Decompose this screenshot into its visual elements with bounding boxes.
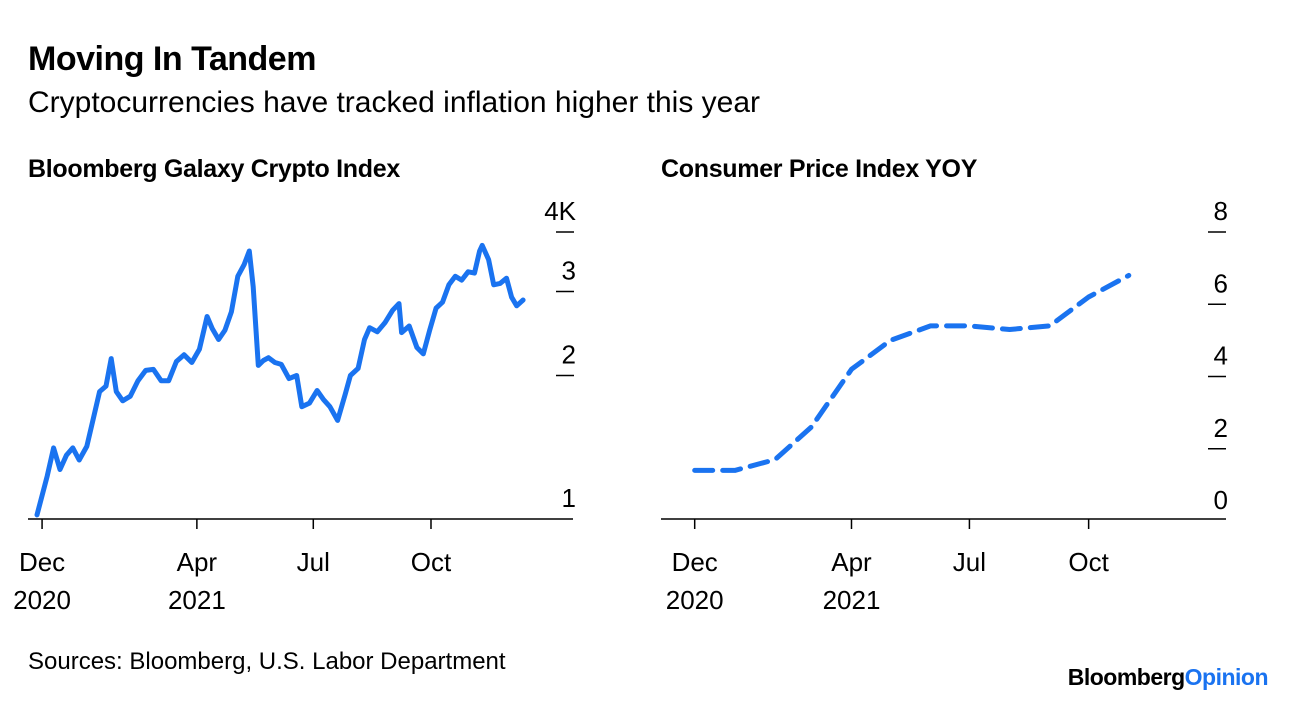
- x-tick-label: Oct: [1068, 547, 1109, 577]
- sources-note: Sources: Bloomberg, U.S. Labor Departmen…: [28, 648, 506, 675]
- x-tick-label: Oct: [411, 547, 452, 577]
- chart-title: Moving In Tandem: [28, 40, 316, 78]
- chart-subtitle: Cryptocurrencies have tracked inflation …: [28, 86, 761, 119]
- x-tick-label: Apr: [177, 547, 218, 577]
- y-tick-label: 2: [1214, 413, 1228, 443]
- x-tick-label: Jul: [297, 547, 330, 577]
- x-tick-label: Jul: [953, 547, 986, 577]
- x-tick-label: 2021: [168, 585, 226, 615]
- y-tick-label: 8: [1214, 196, 1228, 226]
- x-tick-label: Dec: [19, 547, 65, 577]
- brand-bloomberg: Bloomberg: [1067, 664, 1185, 690]
- y-tick-label: 1: [562, 483, 576, 513]
- x-tick-label: Dec: [672, 547, 718, 577]
- x-tick-label: 2020: [13, 585, 71, 615]
- x-tick-label: 2020: [666, 585, 724, 615]
- crypto-panel-title: Bloomberg Galaxy Crypto Index: [28, 155, 400, 183]
- y-tick-label: 6: [1214, 268, 1228, 298]
- series-line: [34, 242, 526, 518]
- brand-opinion: Opinion: [1184, 664, 1269, 690]
- bloomberg-opinion-logo: BloombergOpinion: [1067, 664, 1269, 691]
- y-tick-label: 0: [1214, 485, 1228, 515]
- cpi-panel-title: Consumer Price Index YOY: [661, 155, 978, 183]
- y-tick-label: 4K: [544, 196, 576, 226]
- y-tick-label: 2: [562, 340, 576, 370]
- series-line: [692, 272, 1132, 473]
- y-tick-label: 4: [1214, 341, 1228, 371]
- y-tick-label: 3: [562, 256, 576, 286]
- x-tick-label: Apr: [831, 547, 872, 577]
- x-tick-label: 2021: [823, 585, 881, 615]
